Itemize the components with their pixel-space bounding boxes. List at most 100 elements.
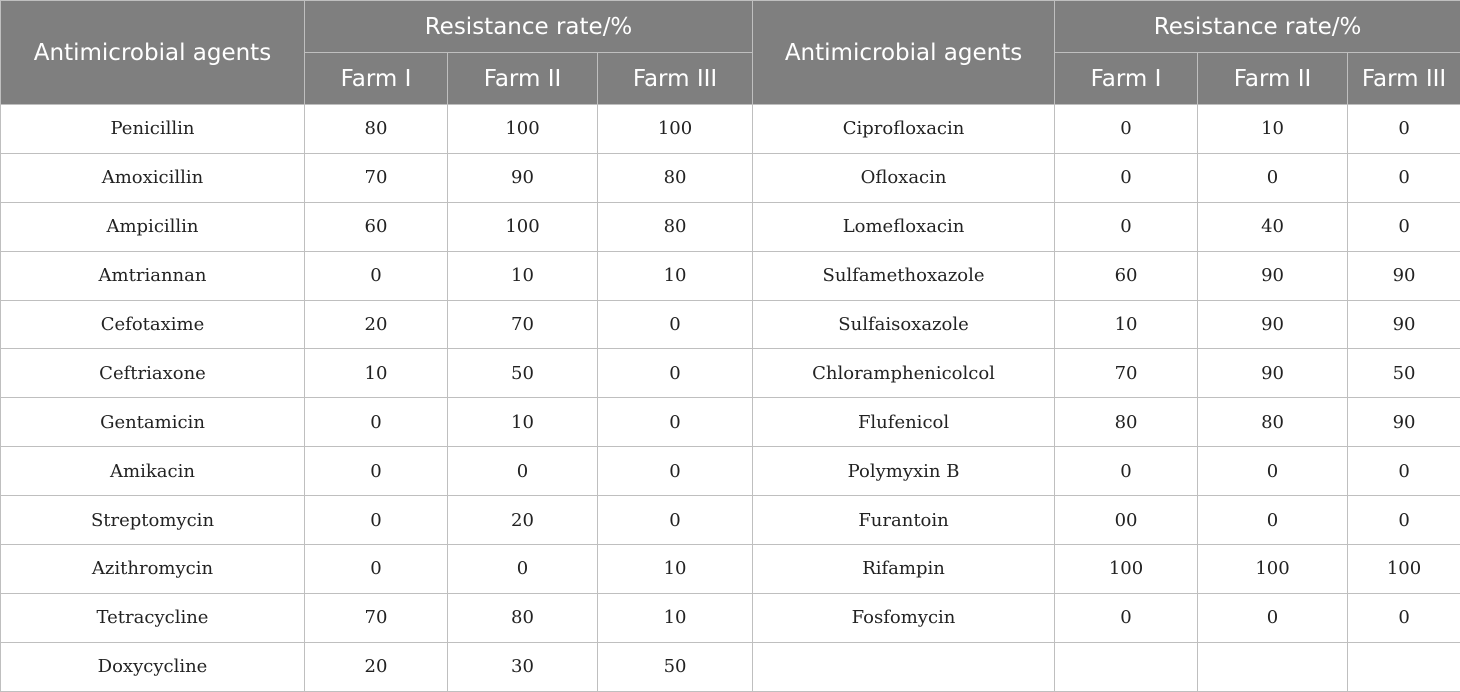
farm-1-value-right: 70 [1054, 348, 1199, 399]
agents-header-right: Antimicrobial agents [752, 0, 1056, 105]
farm-3-value-right: 100 [1347, 544, 1460, 594]
farm-2-header-left: Farm II [447, 52, 598, 105]
farm-3-value-left: 0 [596, 397, 754, 448]
agent-cell-right: Chloramphenicolcol [752, 348, 1056, 399]
farm-3-value-right: 0 [1347, 592, 1460, 643]
farm-1-value-left: 0 [304, 544, 448, 594]
agent-cell-right: Flufenicol [752, 397, 1056, 448]
farm-1-value-right: 10 [1054, 299, 1199, 350]
farm-1-value-right [1054, 641, 1199, 692]
farm-2-value-left: 50 [447, 348, 598, 399]
agent-cell-right: Rifampin [752, 544, 1056, 594]
farm-1-value-left: 20 [304, 641, 448, 692]
farm-3-value-right: 0 [1347, 201, 1460, 252]
table-row: Tetracycline 70 80 10 Fosfomycin 0 0 0 [0, 592, 1460, 643]
farm-2-value-right: 0 [1197, 446, 1349, 497]
farm-1-header-right: Farm I [1054, 52, 1199, 105]
resistance-rate-header-left: Resistance rate/% [303, 0, 754, 53]
table-row: Streptomycin 0 20 0 Furantoin 00 0 0 [0, 495, 1460, 546]
farm-2-value-left: 100 [447, 201, 598, 252]
agent-cell-right: Fosfomycin [752, 592, 1056, 643]
agent-cell-left: Doxycycline [0, 641, 305, 692]
agent-cell-right: Ofloxacin [752, 152, 1056, 203]
table-row: Doxycycline 20 30 50 [0, 641, 1460, 692]
farm-1-value-left: 0 [304, 250, 448, 301]
farm-3-value-left: 10 [596, 544, 754, 594]
farm-1-value-left: 0 [304, 495, 448, 546]
agent-cell-left: Amtriannan [0, 250, 305, 301]
farm-3-value-right [1347, 641, 1460, 692]
farm-3-value-left: 50 [596, 641, 754, 692]
farm-2-value-right: 90 [1197, 250, 1349, 301]
agent-cell-left: Azithromycin [0, 544, 305, 594]
table-row: Azithromycin 0 0 10 Rifampin 100 100 100 [0, 544, 1460, 594]
farm-3-value-right: 50 [1347, 348, 1460, 399]
farm-2-value-right: 0 [1197, 592, 1349, 643]
farm-3-value-right: 0 [1347, 104, 1460, 154]
farm-1-value-left: 60 [304, 201, 448, 252]
farm-2-value-left: 70 [447, 299, 598, 350]
farm-2-value-right: 10 [1197, 104, 1349, 154]
farm-2-value-left: 90 [447, 152, 598, 203]
farm-3-value-left: 0 [596, 495, 754, 546]
agent-cell-right [752, 641, 1056, 692]
farm-2-value-right [1197, 641, 1349, 692]
farm-3-header-right: Farm III [1347, 52, 1460, 105]
farm-2-value-right: 40 [1197, 201, 1349, 252]
table-row: Gentamicin 0 10 0 Flufenicol 80 80 90 [0, 397, 1460, 448]
agent-cell-left: Amoxicillin [0, 152, 305, 203]
farm-3-value-right: 90 [1347, 299, 1460, 350]
farm-2-value-left: 10 [447, 250, 598, 301]
table-row: Penicillin 80 100 100 Ciprofloxacin 0 10 0 [0, 104, 1460, 154]
farm-3-value-right: 90 [1347, 397, 1460, 448]
agent-cell-left: Streptomycin [0, 495, 305, 546]
farm-2-value-left: 20 [447, 495, 598, 546]
farm-1-value-left: 0 [304, 446, 448, 497]
farm-3-value-left: 0 [596, 299, 754, 350]
agent-cell-right: Furantoin [752, 495, 1056, 546]
farm-3-value-right: 0 [1347, 446, 1460, 497]
agent-cell-right: Sulfaisoxazole [752, 299, 1056, 350]
farm-1-value-left: 0 [304, 397, 448, 448]
table-row: Amtriannan 0 10 10 Sulfamethoxazole 60 90 90 [0, 250, 1460, 301]
farm-1-value-right: 0 [1054, 152, 1199, 203]
farm-3-value-left: 10 [596, 592, 754, 643]
table-body: Penicillin 80 100 100 Ciprofloxacin 0 10 0 Amoxi… [0, 104, 1460, 692]
farm-2-value-left: 0 [447, 544, 598, 594]
farm-3-value-right: 0 [1347, 495, 1460, 546]
farm-3-value-left: 100 [596, 104, 754, 154]
farm-2-value-right: 90 [1197, 348, 1349, 399]
farm-1-value-right: 0 [1054, 446, 1199, 497]
farm-2-value-right: 100 [1197, 544, 1349, 594]
farm-3-header-left: Farm III [596, 52, 754, 105]
agent-cell-left: Ceftriaxone [0, 348, 305, 399]
farm-3-value-left: 80 [596, 152, 754, 203]
farm-2-value-right: 0 [1197, 495, 1349, 546]
agent-cell-left: Ampicillin [0, 201, 305, 252]
farm-3-value-right: 0 [1347, 152, 1460, 203]
agents-header-left: Antimicrobial agents [0, 0, 305, 105]
agent-cell-right: Lomefloxacin [752, 201, 1056, 252]
agent-cell-right: Ciprofloxacin [752, 104, 1056, 154]
farm-2-value-left: 100 [447, 104, 598, 154]
farm-3-value-left: 80 [596, 201, 754, 252]
farm-3-value-left: 0 [596, 446, 754, 497]
farm-1-value-left: 70 [304, 152, 448, 203]
farm-1-value-right: 00 [1054, 495, 1199, 546]
farm-2-value-right: 80 [1197, 397, 1349, 448]
farm-2-value-left: 0 [447, 446, 598, 497]
farm-2-header-right: Farm II [1197, 52, 1349, 105]
table-row: Cefotaxime 20 70 0 Sulfaisoxazole 10 90 90 [0, 299, 1460, 350]
farm-2-value-right: 90 [1197, 299, 1349, 350]
farm-2-value-left: 80 [447, 592, 598, 643]
table-row: Ceftriaxone 10 50 0 Chloramphenicolcol 70 90 50 [0, 348, 1460, 399]
table-row: Ampicillin 60 100 80 Lomefloxacin 0 40 0 [0, 201, 1460, 252]
farm-2-value-right: 0 [1197, 152, 1349, 203]
table-header: Antimicrobial agents Resistance rate/% A… [0, 0, 1460, 105]
agent-cell-left: Gentamicin [0, 397, 305, 448]
farm-3-value-right: 90 [1347, 250, 1460, 301]
farm-3-value-left: 0 [596, 348, 754, 399]
farm-1-value-right: 0 [1054, 104, 1199, 154]
